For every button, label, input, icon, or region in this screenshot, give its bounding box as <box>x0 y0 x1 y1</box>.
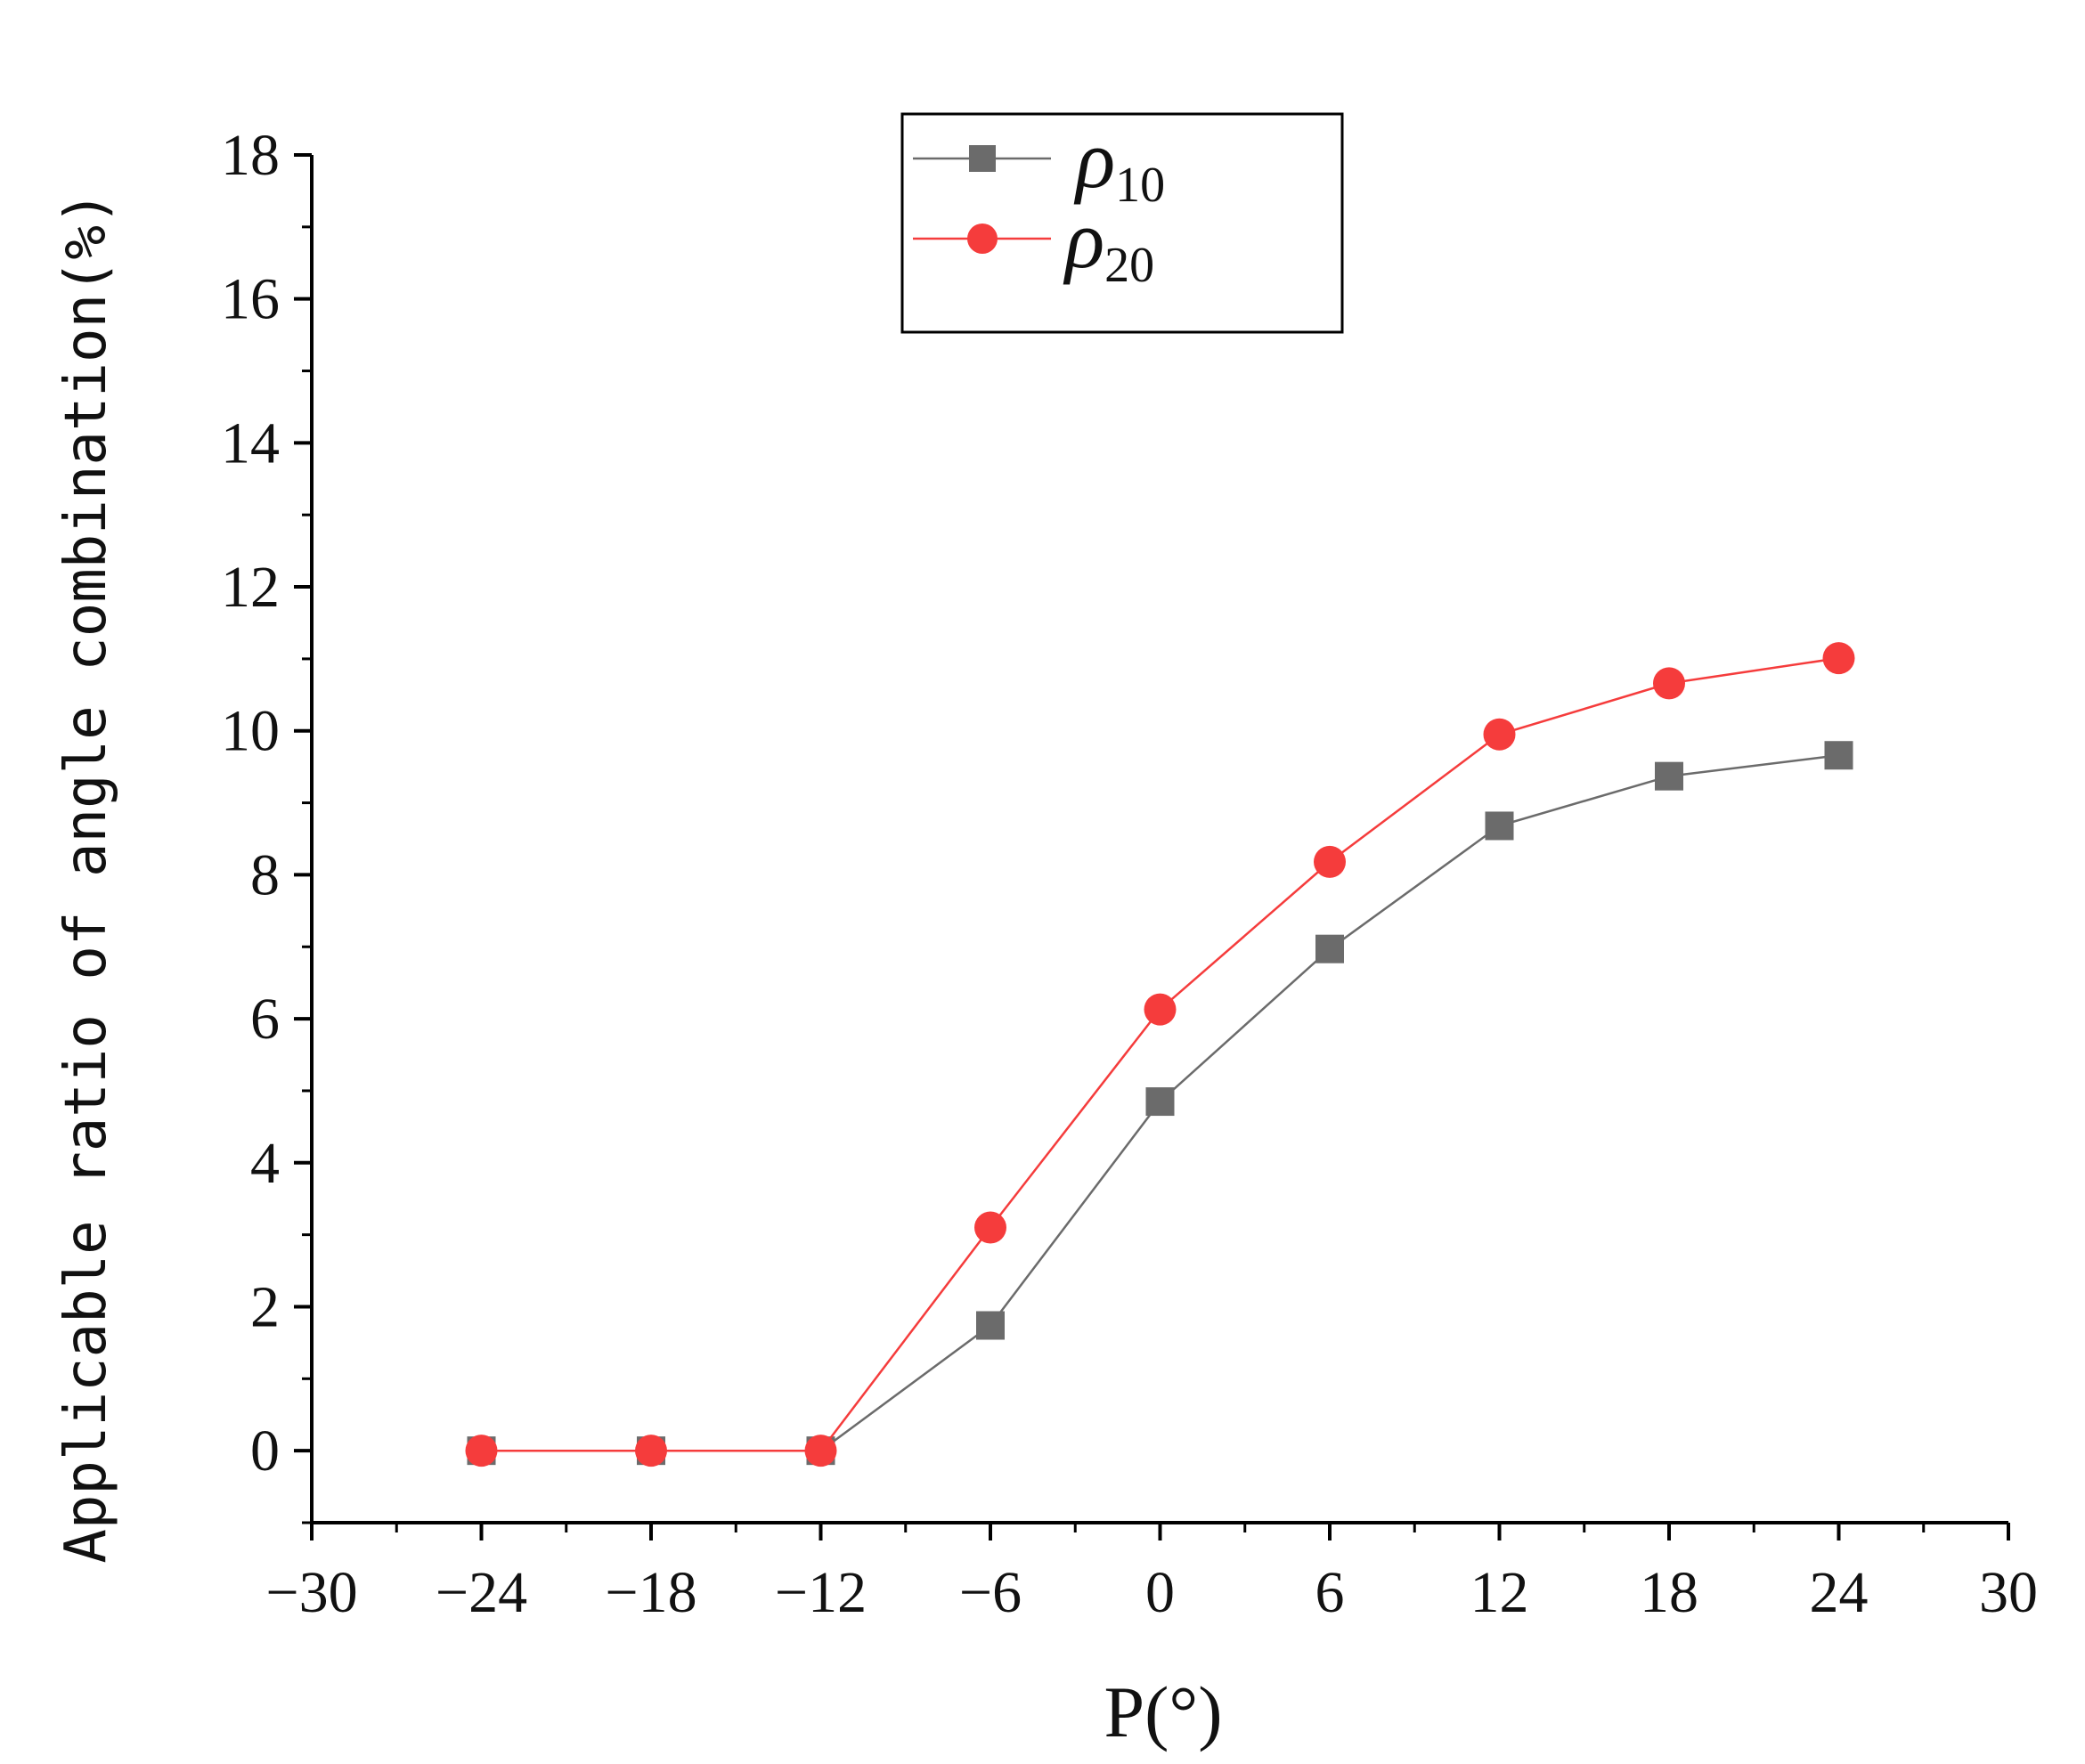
legend-subscript-rho20: 20 <box>1104 238 1154 293</box>
data-point <box>804 1435 837 1467</box>
y-axis-title: Applicable ratio of angle combination(%) <box>53 191 119 1563</box>
x-axis-ticks: −30 −24 −18 −12 −6 0 6 12 18 24 30 <box>265 1523 2038 1625</box>
data-point <box>635 1435 667 1467</box>
series-line <box>481 656 1839 1452</box>
x-tick-label: 30 <box>1979 1560 2038 1625</box>
y-tick-label: 6 <box>250 987 280 1052</box>
data-point <box>1653 667 1685 700</box>
y-tick-label: 16 <box>221 267 280 332</box>
svg-text:ρ20: ρ20 <box>1063 194 1154 293</box>
y-tick-label: 12 <box>221 555 280 620</box>
x-tick-label: −30 <box>265 1560 357 1625</box>
data-point <box>465 1435 498 1467</box>
data-point <box>1315 934 1344 963</box>
axes <box>310 155 2008 1524</box>
data-point <box>1485 811 1514 841</box>
data-point <box>1655 761 1683 791</box>
x-tick-label: 12 <box>1470 1560 1529 1625</box>
y-tick-label: 10 <box>221 699 280 764</box>
svg-text:ρ10: ρ10 <box>1073 114 1165 213</box>
x-tick-label: 6 <box>1315 1560 1345 1625</box>
series-ρ10 <box>467 741 1853 1466</box>
y-tick-label: 8 <box>250 842 280 907</box>
y-tick-label: 2 <box>250 1274 280 1339</box>
x-tick-label: −12 <box>775 1560 867 1625</box>
data-point <box>1314 845 1346 878</box>
data-point <box>1822 642 1855 675</box>
data-point <box>1144 993 1177 1026</box>
legend: ρ10 ρ20 <box>900 112 1344 334</box>
legend-marker-rho10 <box>969 145 996 172</box>
x-axis-title: P(°) <box>1104 1671 1222 1752</box>
y-tick-label: 4 <box>250 1131 280 1196</box>
legend-symbol-rho20: ρ <box>1063 194 1104 285</box>
x-tick-label: 24 <box>1810 1560 1869 1625</box>
x-tick-label: −24 <box>436 1560 527 1625</box>
y-axis-ticks: 0 2 4 6 8 10 12 14 16 18 <box>221 123 312 1524</box>
plot-series <box>465 642 1855 1467</box>
x-tick-label: 18 <box>1640 1560 1698 1625</box>
legend-box <box>900 112 1344 334</box>
data-point <box>1483 718 1516 751</box>
legend-entry-rho20: ρ20 <box>913 194 1154 293</box>
legend-marker-rho20 <box>967 224 998 254</box>
data-point <box>976 1311 1005 1340</box>
legend-subscript-rho10: 10 <box>1115 158 1165 213</box>
legend-symbol-rho10: ρ <box>1073 114 1115 205</box>
x-tick-label: 0 <box>1145 1560 1175 1625</box>
data-point <box>974 1211 1006 1244</box>
y-tick-label: 14 <box>221 411 280 476</box>
series-ρ20 <box>465 642 1855 1467</box>
legend-entry-rho10: ρ10 <box>913 114 1165 213</box>
y-tick-label: 18 <box>221 123 280 188</box>
y-tick-label: 0 <box>250 1419 280 1484</box>
data-point <box>1145 1087 1175 1117</box>
data-point <box>1824 741 1853 770</box>
x-tick-label: −18 <box>605 1560 696 1625</box>
x-tick-label: −6 <box>959 1560 1022 1625</box>
